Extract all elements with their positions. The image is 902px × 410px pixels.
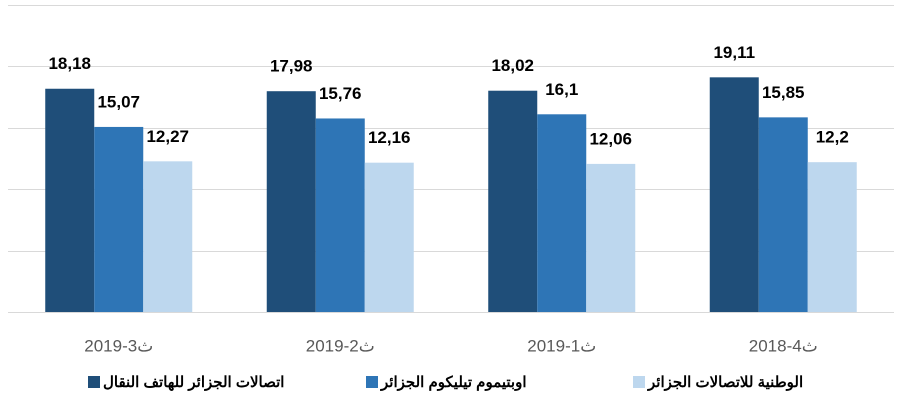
value-label: 15,76 [319,84,362,103]
bar [488,90,538,312]
bar [94,126,144,312]
bar [45,88,95,312]
legend-label: الوطنية للاتصالات الجزائر [647,374,803,391]
bar [364,162,414,312]
value-label: 16,1 [545,80,578,99]
value-label: 12,27 [146,127,189,146]
legend-label: اوبتيموم تيليكوم الجزائر [380,374,527,391]
value-label: 15,07 [97,92,140,111]
value-label: 15,85 [762,83,805,102]
x-tick-label: 2019-3ث [84,336,153,355]
legend-label: اتصالات الجزائر للهاتف النقال [103,374,284,391]
x-tick-label: 2018-4ث [749,336,818,355]
x-tick-label: 2019-1ث [527,336,596,355]
bar [143,161,193,312]
value-label: 18,02 [491,56,534,75]
bar [266,91,316,312]
bar [315,118,365,313]
bar [537,114,587,313]
bar [758,117,808,312]
bar [709,77,759,313]
value-label: 19,11 [713,43,755,62]
x-tick-label: 2019-2ث [306,336,375,355]
value-label: 12,16 [368,128,411,147]
legend-swatch [366,376,378,388]
value-label: 12,2 [816,128,849,147]
legend-swatch [88,376,100,388]
legend-swatch [633,376,645,388]
value-label: 18,18 [48,54,91,73]
bar [586,163,636,312]
value-label: 12,06 [589,129,632,148]
value-label: 17,98 [270,57,313,76]
bar [807,162,857,312]
